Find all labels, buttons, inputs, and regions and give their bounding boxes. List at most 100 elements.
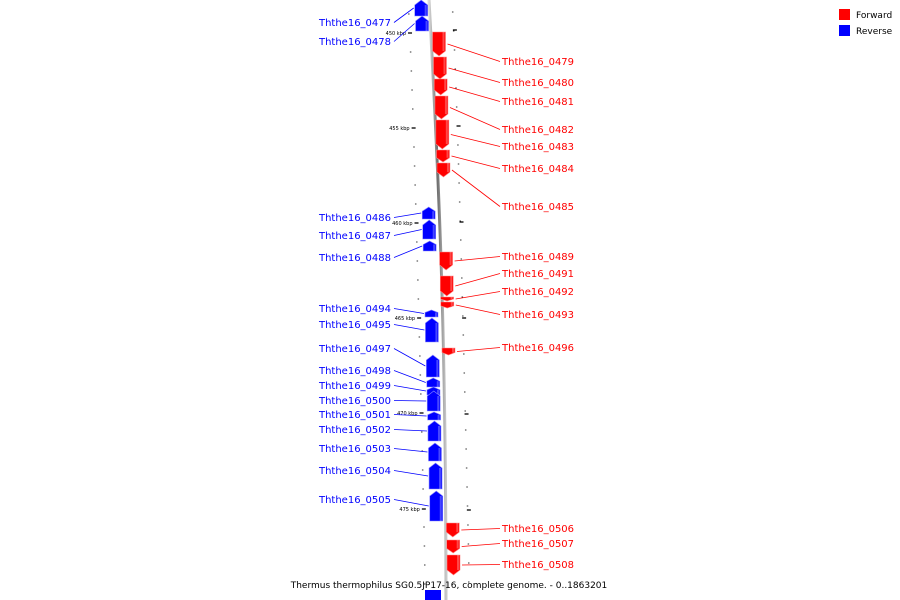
- gene-label[interactable]: Ththe16_0492: [501, 287, 574, 298]
- gene-arrow-ththe16-0503[interactable]: [428, 442, 442, 462]
- gene-label[interactable]: Ththe16_0496: [501, 343, 574, 354]
- gene-label[interactable]: Ththe16_0498: [318, 366, 391, 377]
- gene-connector: [393, 229, 422, 236]
- gene-arrow-ththe16-0481[interactable]: [433, 78, 448, 96]
- gene-connector: [455, 273, 501, 287]
- gene-arrow-ththe16-0501[interactable]: [427, 411, 441, 421]
- gene-arrow-ththe16-0484[interactable]: [436, 149, 450, 163]
- gene-label[interactable]: Ththe16_0501: [318, 410, 391, 421]
- gene-connector: [461, 528, 501, 531]
- gene-connector: [393, 212, 422, 218]
- gene-label[interactable]: Ththe16_0480: [501, 78, 574, 89]
- gene-arrow-highlight: [450, 302, 453, 306]
- gene-arrow-highlight: [451, 348, 454, 353]
- gene-arrow-highlight: [438, 448, 441, 461]
- tick-label: 470 kbp: [397, 411, 417, 417]
- gene-arrow-ththe16-0497[interactable]: [426, 354, 440, 378]
- gene-connector: [454, 256, 501, 262]
- gene-label[interactable]: Ththe16_0500: [318, 396, 391, 407]
- gene-arrow-ththe16-0480[interactable]: [433, 56, 447, 80]
- gene-arrow-ththe16-0482[interactable]: [434, 95, 449, 120]
- gene-label[interactable]: Ththe16_0491: [501, 269, 574, 280]
- gene-arrow-highlight: [435, 312, 438, 317]
- gene-label[interactable]: Ththe16_0495: [318, 320, 391, 331]
- gene-arrow-partial: [425, 590, 441, 600]
- gene-label[interactable]: Ththe16_0477: [318, 18, 391, 29]
- gene-label[interactable]: Ththe16_0507: [501, 539, 574, 550]
- gene-arrow-highlight: [446, 150, 449, 158]
- gene-arrow-ththe16-0495[interactable]: [425, 317, 439, 343]
- gene-arrow-ththe16-0486[interactable]: [421, 206, 436, 220]
- gene-label[interactable]: Ththe16_0497: [318, 344, 391, 355]
- gene-label[interactable]: Ththe16_0483: [501, 142, 574, 153]
- gene-arrow-highlight: [437, 396, 440, 411]
- gene-arrow-highlight: [444, 79, 447, 90]
- gene-connector: [393, 448, 428, 453]
- gene-connector: [451, 169, 501, 207]
- gene-label[interactable]: Ththe16_0502: [318, 425, 391, 436]
- gene-arrow-highlight: [433, 244, 436, 251]
- gene-label[interactable]: Ththe16_0484: [501, 164, 574, 175]
- gene-arrow-ththe16-0491[interactable]: [439, 275, 454, 297]
- gene-label[interactable]: Ththe16_0485: [501, 202, 574, 213]
- gene-arrow-ththe16-0477[interactable]: [414, 0, 429, 17]
- labels-layer: Ththe16_0477 Ththe16_0478 Ththe16_0479 Thth…: [318, 7, 574, 571]
- gene-label[interactable]: Ththe16_0503: [318, 444, 391, 455]
- gene-connector: [393, 7, 414, 23]
- tick-label: 465 kbp: [395, 316, 415, 322]
- legend-label-reverse: Reverse: [856, 27, 893, 37]
- gene-label[interactable]: Ththe16_0505: [318, 495, 391, 506]
- gene-arrow-ththe16-0483[interactable]: [435, 119, 450, 150]
- gene-arrow-highlight: [432, 225, 435, 239]
- gene-arrow-highlight: [445, 120, 448, 144]
- gene-arrow-ththe16-0506[interactable]: [446, 522, 460, 538]
- gene-connector: [393, 470, 429, 477]
- legend-label-forward: Forward: [856, 11, 892, 21]
- gene-connector: [393, 429, 427, 432]
- legend: Forward Reverse: [839, 9, 893, 37]
- gene-arrow-highlight: [450, 276, 453, 291]
- gene-label[interactable]: Ththe16_0478: [318, 37, 391, 48]
- gene-arrow-ththe16-0487[interactable]: [422, 219, 437, 240]
- gene-arrow-ththe16-0507[interactable]: [446, 539, 460, 554]
- gene-arrow-ththe16-0508[interactable]: [446, 554, 461, 576]
- legend-swatch-reverse: [839, 25, 850, 36]
- gene-arrow-highlight: [435, 323, 438, 342]
- gene-arrow-ththe16-0504[interactable]: [428, 462, 443, 490]
- gene-arrow-ththe16-0494[interactable]: [424, 309, 439, 318]
- gene-arrow-ththe16-0496[interactable]: [441, 347, 456, 356]
- gene-arrow-highlight: [432, 211, 435, 219]
- gene-arrow-highlight: [436, 360, 439, 377]
- gene-arrow-ththe16-0493[interactable]: [440, 301, 455, 309]
- gene-arrow-highlight: [425, 21, 428, 31]
- gene-arrow-highlight: [449, 252, 452, 265]
- gene-label[interactable]: Ththe16_0479: [501, 57, 574, 68]
- gene-label[interactable]: Ththe16_0481: [501, 97, 574, 108]
- gene-arrow-ththe16-0479[interactable]: [432, 31, 446, 57]
- gene-label[interactable]: Ththe16_0508: [501, 560, 574, 571]
- gene-connector: [447, 43, 501, 62]
- gene-arrow-ththe16-0505[interactable]: [429, 490, 444, 522]
- gene-arrow-ththe16-0502[interactable]: [427, 420, 442, 442]
- gene-label[interactable]: Ththe16_0493: [501, 310, 574, 321]
- gene-arrow-ththe16-0500[interactable]: [426, 390, 441, 412]
- gene-label[interactable]: Ththe16_0488: [318, 253, 391, 264]
- genome-caption: Thermus thermophilus SG0.5JP17-16, compl…: [290, 581, 608, 591]
- gene-label[interactable]: Ththe16_0489: [501, 252, 574, 263]
- gene-label[interactable]: Ththe16_0504: [318, 466, 391, 477]
- gene-arrow-ththe16-0478[interactable]: [415, 15, 429, 32]
- gene-arrow-highlight: [446, 163, 449, 173]
- gene-label[interactable]: Ththe16_0487: [318, 231, 391, 242]
- gene-label[interactable]: Ththe16_0499: [318, 381, 391, 392]
- gene-label[interactable]: Ththe16_0494: [318, 304, 391, 315]
- gene-connector: [449, 107, 501, 130]
- gene-arrow-ththe16-0485[interactable]: [436, 162, 451, 178]
- gene-arrow-ththe16-0489[interactable]: [439, 251, 453, 271]
- gene-connector: [461, 564, 501, 566]
- gene-label[interactable]: Ththe16_0506: [501, 524, 574, 535]
- gene-arrow-ththe16-0488[interactable]: [422, 240, 437, 252]
- gene-arrow-ththe16-0492[interactable]: [440, 296, 454, 302]
- gene-label[interactable]: Ththe16_0482: [501, 125, 574, 136]
- gene-label[interactable]: Ththe16_0486: [318, 213, 391, 224]
